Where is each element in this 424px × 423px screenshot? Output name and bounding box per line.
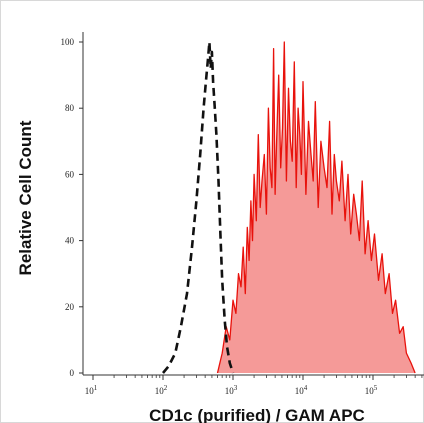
sample-histogram-line	[216, 41, 416, 374]
y-tick-label: 80	[65, 103, 75, 113]
tick-layer: 020406080100101102103104105106	[61, 37, 423, 396]
plot-layer	[162, 40, 416, 374]
y-axis-title: Relative Cell Count	[16, 120, 35, 275]
x-tick-label: 101	[85, 384, 98, 396]
x-tick-label: 103	[225, 384, 238, 396]
x-tick-label: 104	[295, 384, 308, 396]
y-tick-label: 60	[65, 169, 75, 179]
sample-histogram-fill	[217, 42, 416, 373]
x-axis-title: CD1c (purified) / GAM APC	[149, 406, 365, 423]
y-tick-label: 40	[65, 236, 75, 246]
y-tick-label: 100	[61, 37, 75, 47]
axis-layer	[82, 32, 424, 376]
control-histogram-line	[162, 40, 235, 374]
y-tick-label: 20	[65, 302, 75, 312]
x-tick-label: 105	[365, 384, 378, 396]
x-tick-label: 102	[155, 384, 168, 396]
y-tick-label: 0	[70, 368, 75, 378]
